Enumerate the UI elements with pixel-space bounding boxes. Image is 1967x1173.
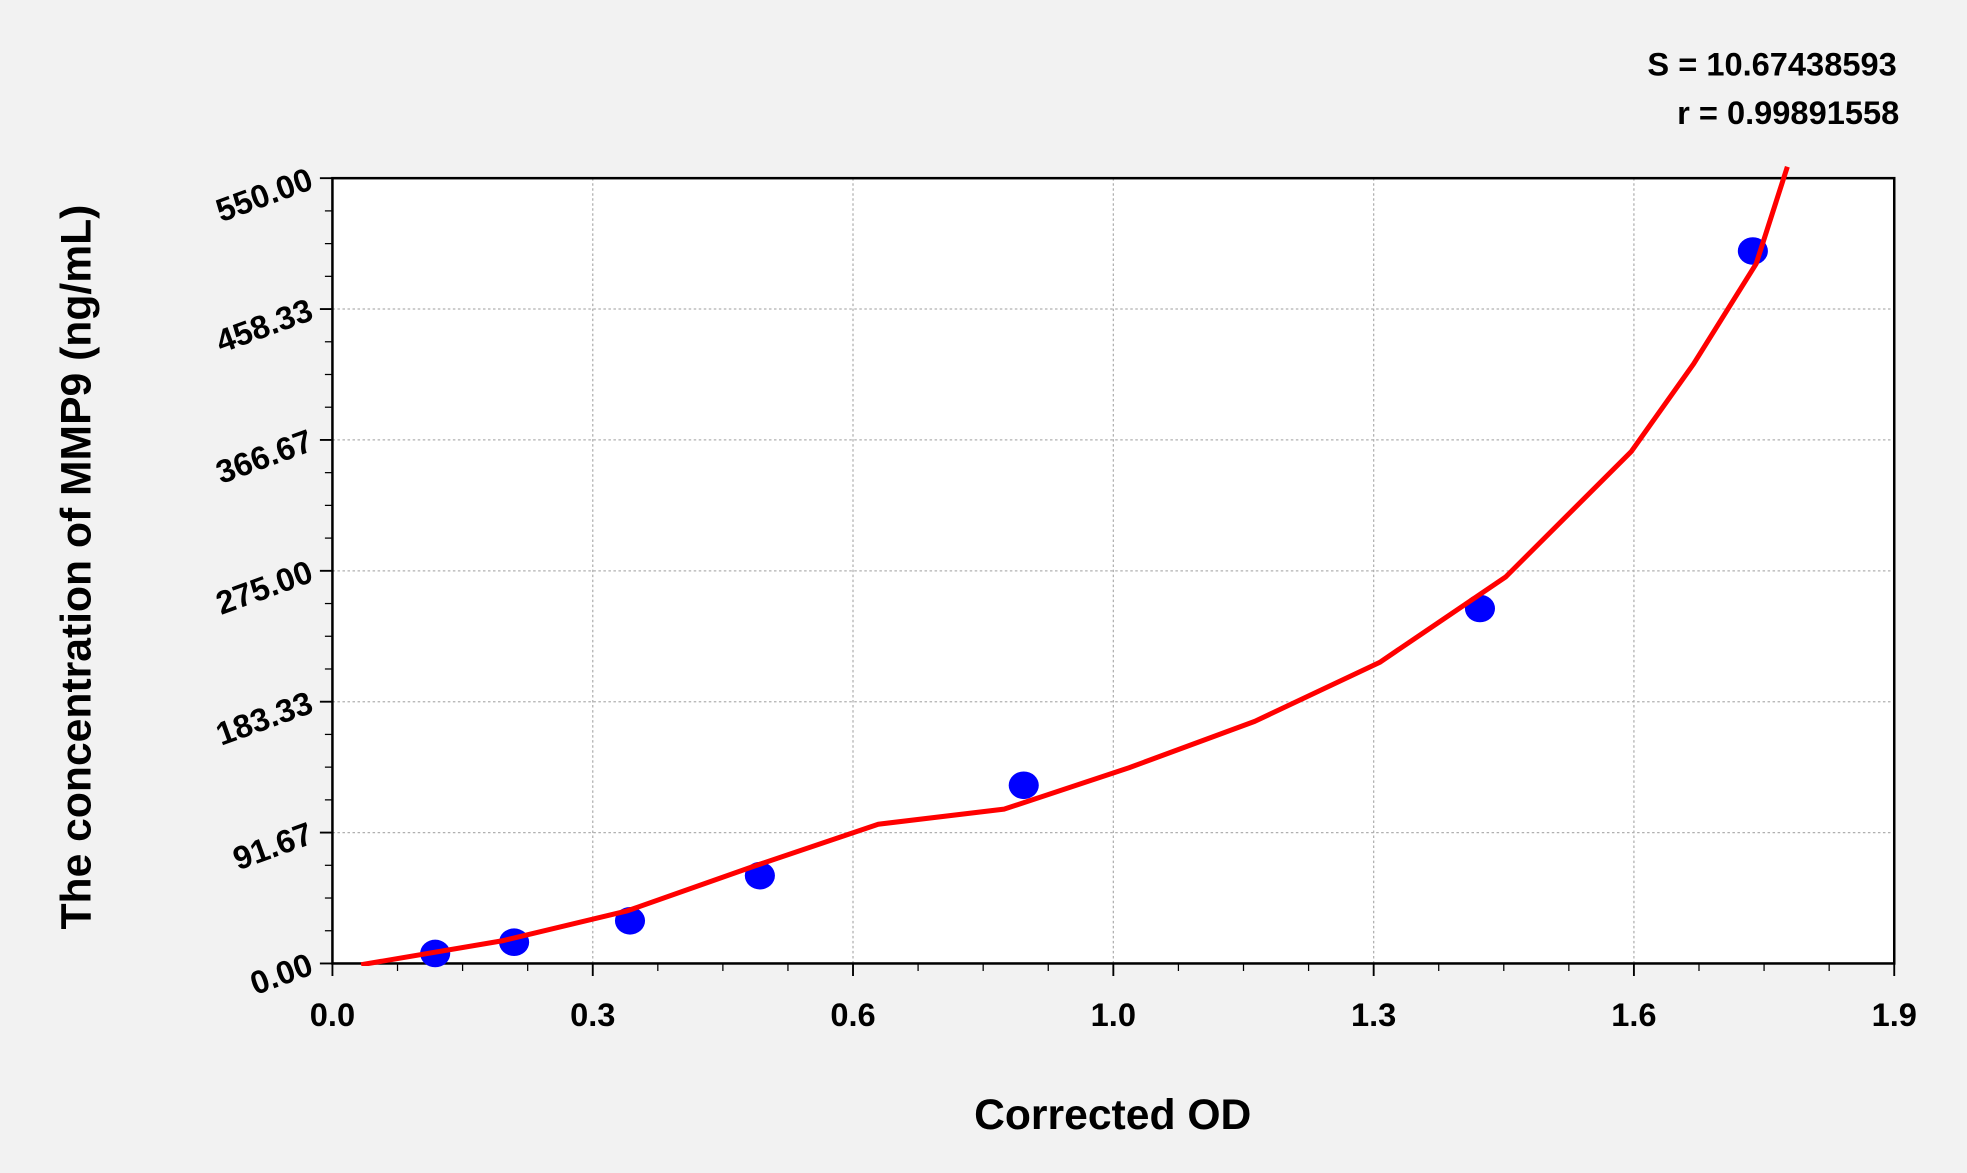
y-axis-label: The concentration of MMP9 (ng/mL) bbox=[52, 205, 100, 930]
y-tick-label: 91.67 bbox=[228, 814, 317, 877]
curve-group bbox=[360, 165, 1790, 966]
x-tick-label: 0.6 bbox=[830, 996, 875, 1033]
fit-curve bbox=[360, 165, 1790, 966]
y-tick-label: 183.33 bbox=[211, 684, 317, 753]
annotation: r = 0.99891558 bbox=[1677, 94, 1899, 131]
x-axis-label: Corrected OD bbox=[974, 1091, 1251, 1139]
plot-frame bbox=[331, 176, 1896, 965]
annotation: S = 10.67438593 bbox=[1647, 45, 1896, 82]
x-tick-label: 1.6 bbox=[1611, 996, 1656, 1033]
y-tick-label: 0.00 bbox=[245, 945, 317, 1001]
y-tick-label: 458.33 bbox=[211, 291, 317, 360]
data-point bbox=[1008, 771, 1039, 800]
y-tick-label: 550.00 bbox=[211, 160, 317, 229]
x-tick-label: 1.0 bbox=[1091, 996, 1136, 1033]
x-tick-label: 0.3 bbox=[570, 996, 615, 1033]
y-tick-label: 366.67 bbox=[211, 422, 317, 491]
x-tick-label: 0.0 bbox=[310, 996, 355, 1033]
x-tick-label: 1.9 bbox=[1872, 996, 1917, 1033]
x-tick-label: 1.3 bbox=[1351, 996, 1396, 1033]
y-tick-label: 275.00 bbox=[211, 553, 317, 622]
